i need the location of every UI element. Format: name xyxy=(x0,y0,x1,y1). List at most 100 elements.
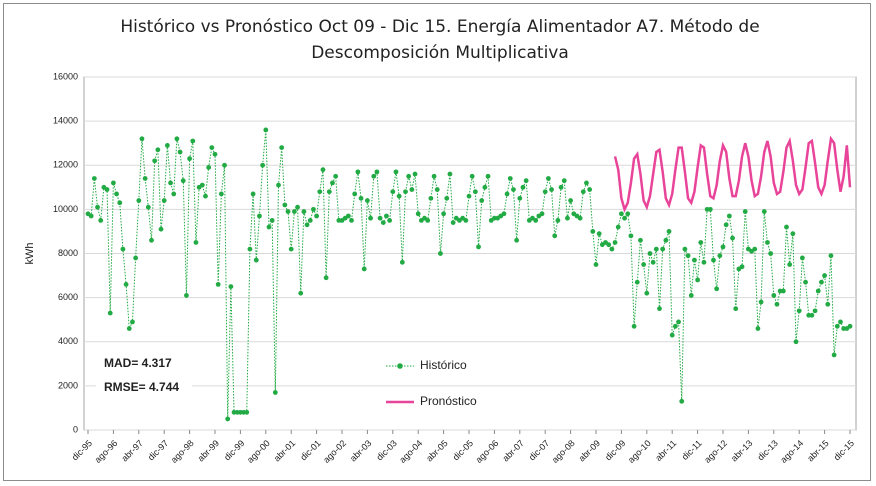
data-point xyxy=(285,209,291,214)
x-tick-label: abr-15 xyxy=(805,438,830,463)
data-point xyxy=(612,240,618,245)
data-point xyxy=(95,204,100,210)
y-tick-label: 14000 xyxy=(53,116,78,126)
data-point xyxy=(542,189,548,195)
data-point xyxy=(758,299,764,305)
data-point xyxy=(784,224,789,230)
data-point xyxy=(765,240,770,245)
data-point xyxy=(545,176,551,181)
data-point xyxy=(282,202,288,208)
data-point xyxy=(514,237,520,243)
data-point xyxy=(720,244,726,250)
annotation: MAD= 4.317 xyxy=(104,356,172,370)
data-point xyxy=(609,246,615,252)
data-point xyxy=(587,187,593,192)
data-point xyxy=(206,165,212,170)
data-point xyxy=(726,213,732,219)
data-point xyxy=(365,198,370,203)
y-tick-label: 4000 xyxy=(58,336,78,346)
data-point xyxy=(133,255,139,261)
data-point xyxy=(403,189,408,195)
data-point xyxy=(409,187,415,192)
data-point xyxy=(596,231,602,237)
data-point xyxy=(244,409,250,415)
data-point xyxy=(428,195,434,201)
x-tick-label: dic-99 xyxy=(222,438,246,462)
data-point xyxy=(304,222,310,228)
x-tick-label: dic-09 xyxy=(603,438,627,462)
data-point xyxy=(476,244,481,250)
x-tick-label: abr-07 xyxy=(500,438,525,463)
data-point xyxy=(485,173,491,179)
data-point xyxy=(615,224,621,230)
data-point xyxy=(263,127,269,133)
x-tick-label: abr-97 xyxy=(119,438,144,463)
y-tick-label: 10000 xyxy=(53,204,78,214)
data-point xyxy=(593,262,599,267)
data-point xyxy=(768,251,774,256)
data-point xyxy=(225,416,231,422)
x-tick-label: ago-14 xyxy=(778,438,805,465)
data-point xyxy=(507,176,513,181)
data-point xyxy=(447,171,453,177)
data-point xyxy=(803,279,808,285)
x-tick-label: dic-01 xyxy=(298,438,322,462)
data-point xyxy=(114,191,119,197)
data-point xyxy=(663,237,669,243)
x-tick-label: abr-01 xyxy=(272,438,297,463)
x-tick-label: dic-15 xyxy=(832,438,856,462)
data-point xyxy=(590,229,596,234)
data-point xyxy=(707,206,713,212)
data-point xyxy=(314,213,319,219)
data-point xyxy=(504,191,510,197)
data-point xyxy=(136,198,142,203)
data-point xyxy=(815,288,821,294)
data-point xyxy=(472,189,478,195)
data-point xyxy=(323,275,329,281)
data-point xyxy=(466,193,472,199)
x-tick-label: dic-11 xyxy=(680,438,704,462)
x-tick-label: abr-11 xyxy=(653,438,678,463)
data-point xyxy=(793,339,799,345)
data-point xyxy=(406,173,412,179)
data-point xyxy=(288,246,294,252)
data-point xyxy=(164,142,170,148)
data-point xyxy=(291,209,297,214)
data-point xyxy=(301,209,307,214)
legend-marker xyxy=(397,363,403,369)
data-point xyxy=(161,198,167,203)
data-point xyxy=(482,184,488,190)
data-point xyxy=(742,209,748,214)
data-point xyxy=(139,136,145,142)
data-point xyxy=(834,323,840,329)
data-point xyxy=(180,178,186,184)
data-point xyxy=(396,193,402,199)
data-point xyxy=(88,213,94,219)
data-point xyxy=(577,215,583,221)
data-point xyxy=(552,233,558,239)
data-point xyxy=(825,301,831,307)
data-point xyxy=(533,218,539,223)
data-point xyxy=(358,195,364,201)
y-tick-label: 2000 xyxy=(58,380,78,390)
x-tick-label: dic-07 xyxy=(527,438,551,462)
data-point xyxy=(441,211,446,217)
data-point xyxy=(371,173,377,179)
x-tick-label: dic-03 xyxy=(374,438,398,462)
data-point xyxy=(796,308,802,314)
data-point xyxy=(730,235,735,241)
data-point xyxy=(628,233,634,239)
data-point xyxy=(120,246,126,252)
data-point xyxy=(631,323,637,329)
data-point xyxy=(390,189,396,195)
data-point xyxy=(387,218,393,223)
data-point xyxy=(517,195,523,201)
data-point xyxy=(733,306,739,312)
data-point xyxy=(415,211,421,217)
data-point xyxy=(568,198,573,203)
data-point xyxy=(218,191,224,197)
x-tick-label: dic-05 xyxy=(451,438,475,462)
data-point xyxy=(130,319,135,325)
x-tick-label: ago-10 xyxy=(626,438,653,465)
data-point xyxy=(272,390,278,395)
